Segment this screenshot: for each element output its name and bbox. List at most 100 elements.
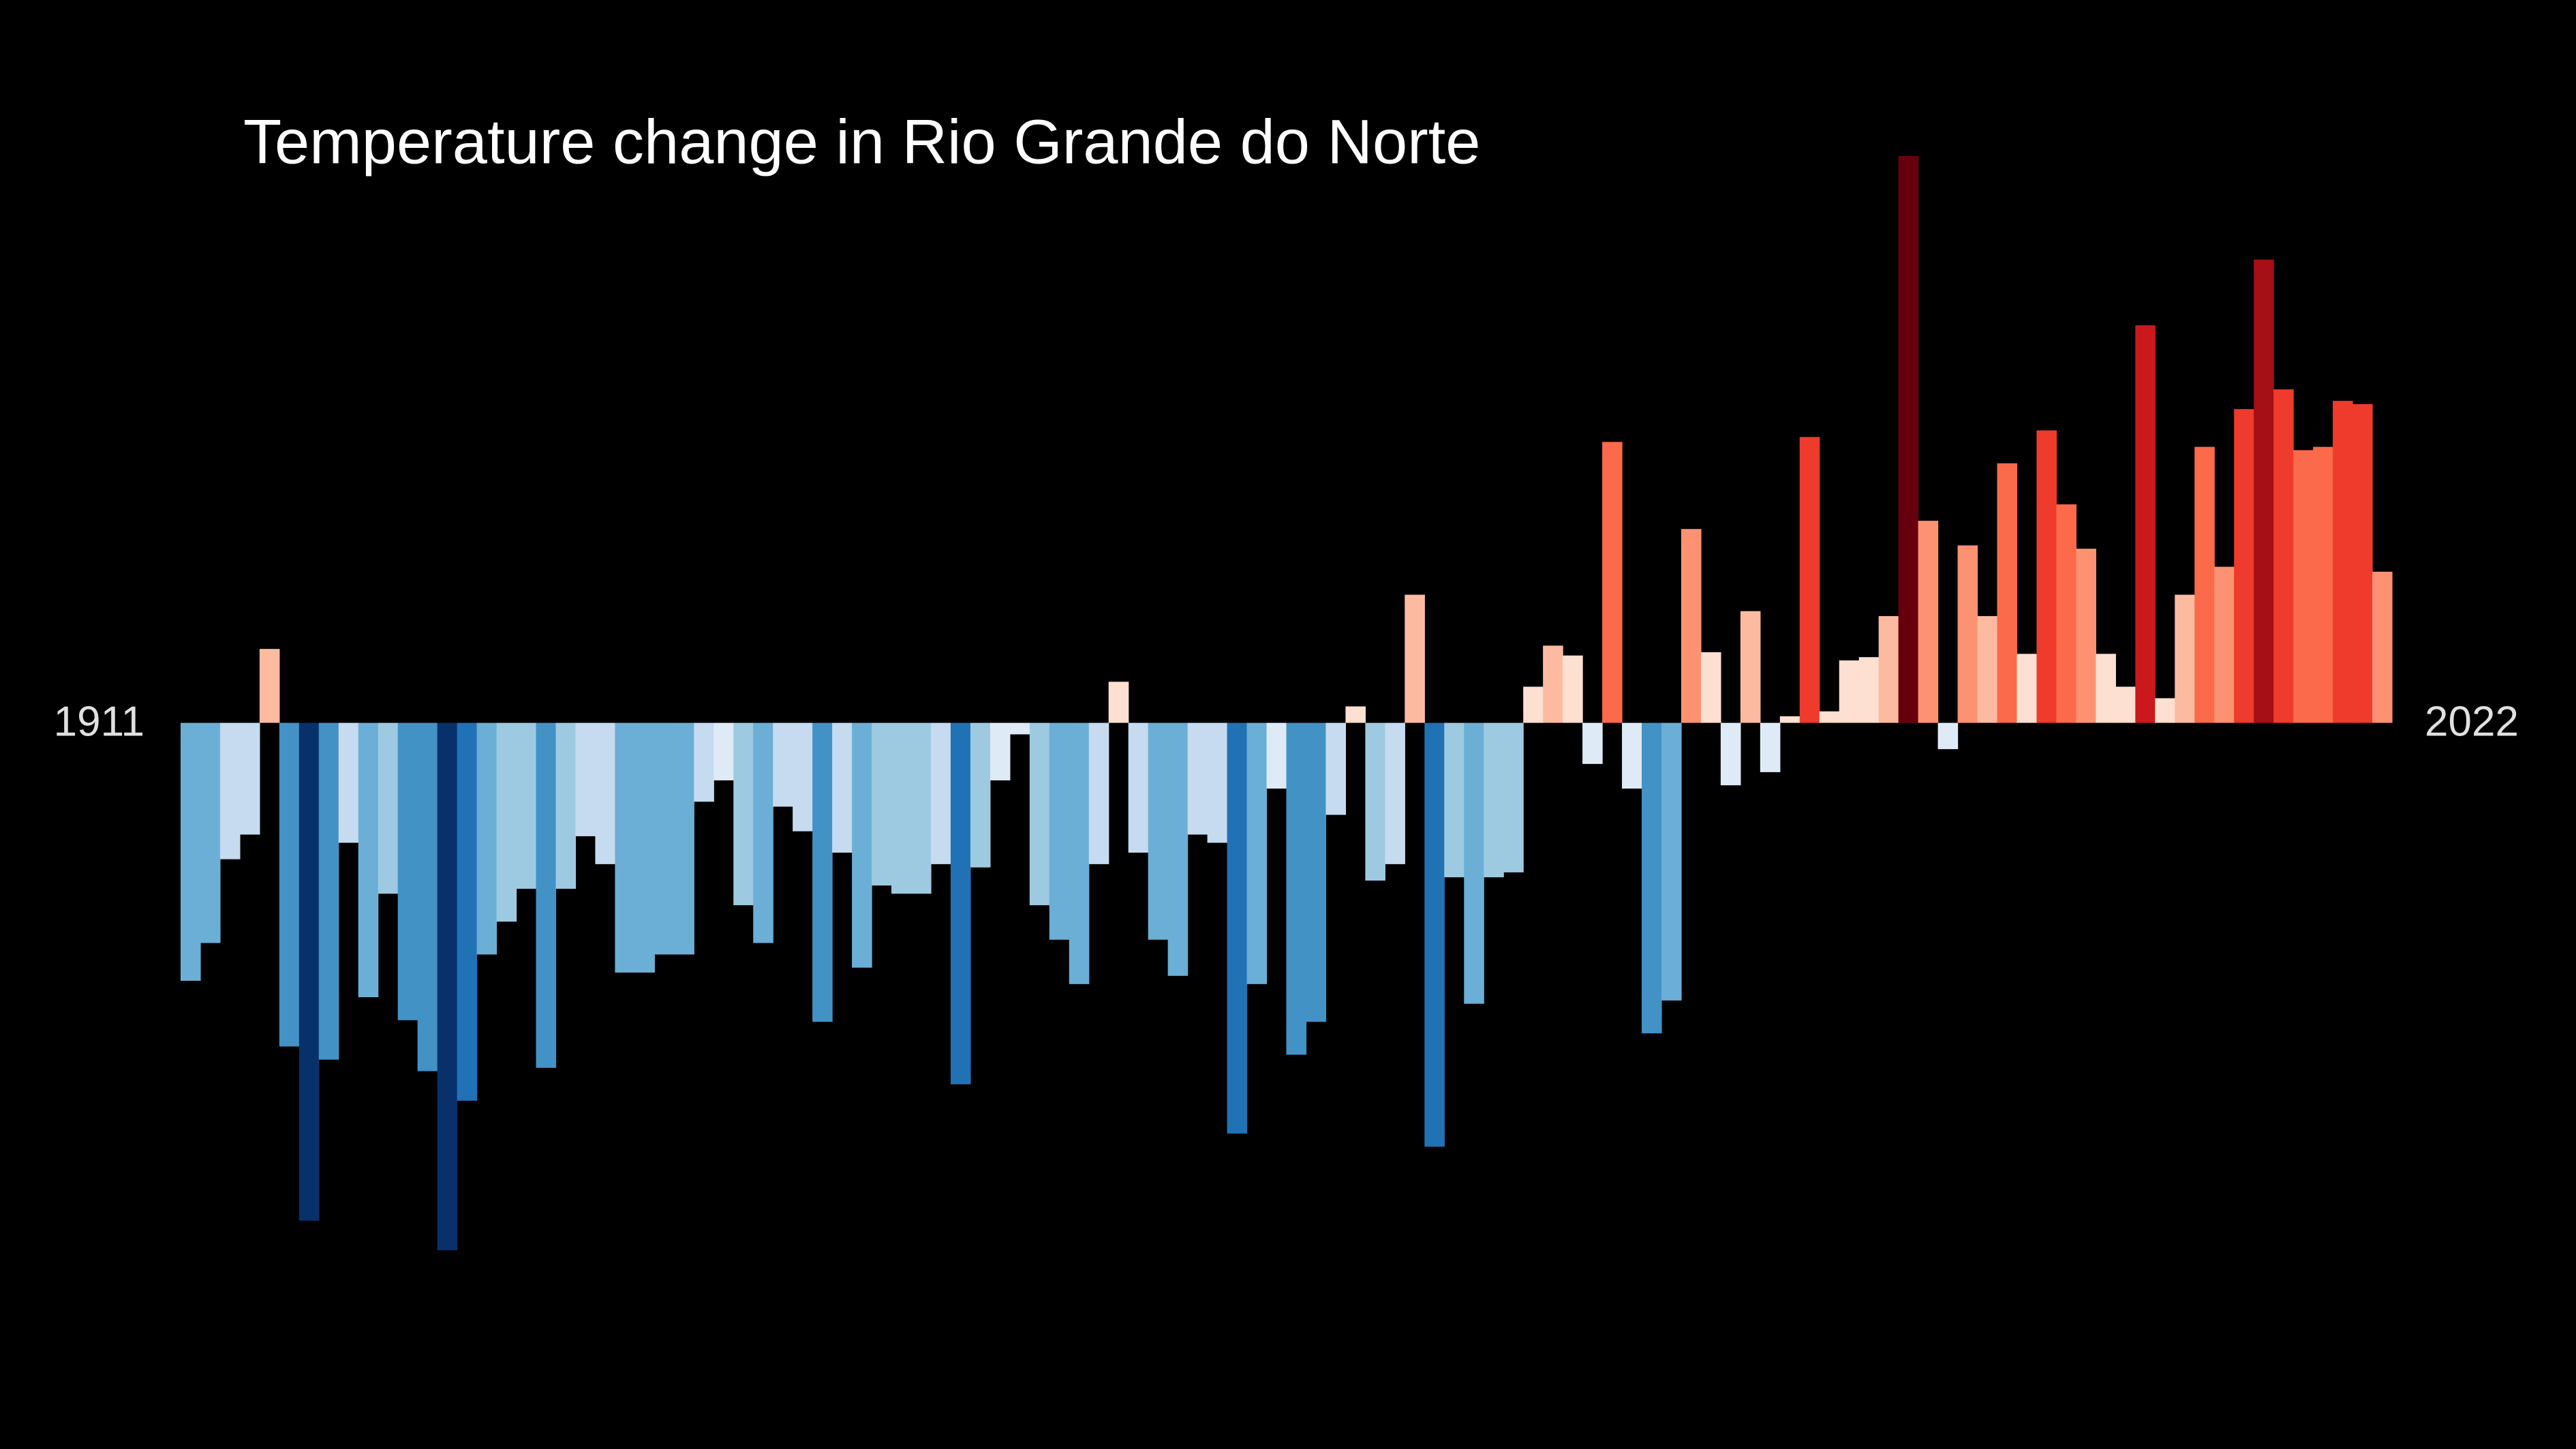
bar (298, 722, 320, 1221)
bar (516, 722, 537, 889)
bar (2017, 654, 2038, 723)
bar (378, 722, 399, 894)
bar (318, 722, 339, 1060)
bar (1464, 722, 1484, 1004)
bar (733, 722, 754, 906)
bar (832, 722, 853, 853)
bar (1661, 722, 1682, 1001)
bar (1385, 722, 1405, 864)
bar (1977, 615, 1998, 723)
bar (1642, 722, 1662, 1034)
bar (1937, 722, 1959, 750)
bar (1839, 660, 1860, 723)
bar (1779, 716, 1800, 723)
bar (634, 722, 655, 973)
bar (1918, 521, 1939, 723)
bar (1799, 437, 1820, 723)
bar (674, 722, 694, 955)
bar (615, 722, 635, 973)
bar (397, 722, 418, 1020)
bar (2372, 571, 2393, 723)
bar (1700, 652, 1721, 723)
bar (1957, 545, 1978, 723)
bar (1543, 645, 1563, 723)
bar (891, 722, 912, 894)
bar (2194, 446, 2215, 723)
bar (1009, 722, 1030, 735)
bar (2076, 549, 2097, 723)
bar (793, 722, 813, 832)
bar (595, 722, 616, 864)
bar (1819, 711, 1840, 723)
bar (1484, 722, 1504, 878)
bar (1049, 722, 1070, 940)
bar (1720, 722, 1741, 786)
bar (1325, 722, 1347, 815)
bar (457, 722, 478, 1101)
bar (694, 722, 714, 802)
bar (1858, 657, 1880, 723)
bar (1582, 722, 1603, 764)
bar (773, 722, 793, 807)
bar (852, 722, 872, 968)
bar (1503, 722, 1524, 872)
bar (1997, 463, 2018, 723)
bar (358, 722, 379, 998)
bar (1760, 722, 1781, 772)
bar (1069, 722, 1090, 984)
bar (200, 722, 221, 943)
chart-title: Temperature change in Rio Grande do Nort… (243, 107, 1480, 177)
start-year-label: 1911 (54, 698, 144, 745)
bar (1207, 722, 1228, 843)
bar (2234, 409, 2254, 723)
bar (1128, 722, 1149, 853)
bar (2273, 389, 2294, 723)
bar (753, 722, 773, 943)
bar (2056, 504, 2077, 723)
bar (970, 722, 991, 868)
bar (555, 722, 577, 889)
bar (1286, 722, 1307, 1055)
bar (1602, 442, 1623, 723)
bar (2214, 566, 2235, 723)
bar (1088, 722, 1109, 864)
bar (1227, 722, 1248, 1134)
bar (812, 722, 833, 1022)
bar (1424, 722, 1445, 1147)
bar (654, 722, 675, 955)
bar (1523, 686, 1544, 723)
bar (417, 722, 438, 1071)
bar (2333, 401, 2353, 723)
bar (1306, 722, 1327, 1022)
bar (2155, 698, 2175, 723)
bar (1405, 594, 1425, 723)
bar (1740, 611, 1761, 723)
bar (1622, 722, 1642, 789)
bar (259, 649, 280, 723)
bar (1444, 722, 1465, 878)
end-year-label: 2022 (2425, 698, 2519, 745)
bar (1148, 722, 1169, 940)
bar (2135, 325, 2156, 723)
bar (2096, 654, 2116, 723)
bar (2254, 259, 2274, 723)
bar (437, 722, 458, 1251)
bar (990, 722, 1011, 780)
bar (1898, 155, 1919, 723)
bar (476, 722, 497, 955)
bar (2313, 446, 2333, 723)
bar (1187, 722, 1208, 835)
bar (1246, 722, 1268, 984)
bar (950, 722, 971, 1084)
bar (2175, 594, 2195, 723)
bar (2352, 403, 2373, 723)
bar (911, 722, 932, 894)
bar (1029, 722, 1050, 906)
bar (219, 722, 241, 859)
bar (872, 722, 892, 886)
bar (1108, 682, 1129, 723)
bar (575, 722, 596, 836)
bar (1681, 529, 1702, 723)
bar (1167, 722, 1189, 976)
